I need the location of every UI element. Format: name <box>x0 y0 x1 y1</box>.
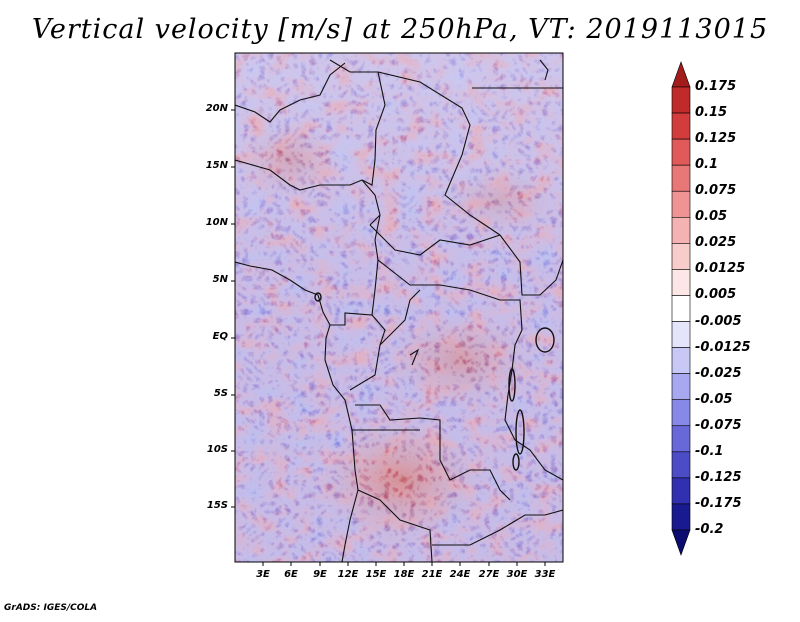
colorbar-label: 0.15 <box>695 105 728 121</box>
colorbar-swatch <box>671 112 691 140</box>
colorbar-swatch <box>671 164 691 192</box>
colorbar-label: -0.025 <box>695 365 742 381</box>
footer-credit: GrADS: IGES/COLA <box>4 603 98 613</box>
colorbar-swatch <box>671 373 691 401</box>
lon-tick-label: 18E <box>393 569 415 580</box>
colorbar-label: 0.1 <box>695 157 719 173</box>
lakes <box>314 292 555 471</box>
lat-tick-label: 15S <box>206 500 228 511</box>
colorbar-label: -0.0125 <box>695 339 751 355</box>
colorbar-swatch <box>671 399 691 427</box>
colorbar-label: -0.005 <box>695 313 742 329</box>
colorbar-label: -0.05 <box>695 391 733 407</box>
lat-tick-label: 20N <box>205 103 228 114</box>
colorbar-label: -0.2 <box>695 522 724 537</box>
chart-title: Vertical velocity [m/s] at 250hPa, VT: 2… <box>31 14 769 45</box>
map-frame <box>234 52 564 563</box>
colorbar-swatch <box>671 477 691 505</box>
colorbar-label: 0.025 <box>695 235 737 251</box>
colorbar-swatch <box>671 425 691 453</box>
colorbar-swatch <box>671 243 691 270</box>
colorbar-label: -0.075 <box>695 417 742 433</box>
colorbar-label: 0.175 <box>695 79 737 94</box>
lat-tick-label: EQ <box>212 331 228 342</box>
lon-tick-label: 30E <box>506 569 528 580</box>
lat-tick-label: 5S <box>213 388 228 399</box>
map-field <box>235 53 563 562</box>
colorbar-swatch <box>671 347 691 374</box>
colorbar-label: 0.005 <box>695 287 737 303</box>
colorbar-swatch <box>671 138 691 166</box>
lat-tick-label: 10N <box>205 217 228 228</box>
colorbar-swatch <box>671 295 691 322</box>
colorbar-label: 0.0125 <box>695 261 746 277</box>
lon-tick-label: 3E <box>256 569 270 580</box>
colorbar <box>671 61 691 556</box>
country-borders <box>235 59 563 562</box>
colorbar-swatch <box>671 321 691 348</box>
lon-tick-label: 33E <box>534 569 556 580</box>
colorbar-swatch <box>671 190 691 218</box>
colorbar-swatch <box>671 503 691 531</box>
colorbar-label: 0.075 <box>695 183 737 199</box>
colorbar-label: 0.05 <box>695 209 728 225</box>
colorbar-label: -0.175 <box>695 495 742 511</box>
lon-tick-label: 21E <box>421 569 443 580</box>
colorbar-label: -0.1 <box>695 443 724 459</box>
lon-tick-label: 12E <box>337 569 359 580</box>
colorbar-label: -0.125 <box>695 469 742 485</box>
lon-tick-label: 15E <box>365 569 387 580</box>
lat-tick-label: 5N <box>212 274 228 285</box>
axis-ticks <box>231 109 546 566</box>
lon-tick-label: 6E <box>284 569 298 580</box>
lat-tick-label: 15N <box>205 160 228 171</box>
lon-tick-label: 27E <box>478 569 500 580</box>
lat-tick-label: 10S <box>206 444 228 455</box>
colorbar-label: 0.125 <box>695 131 737 147</box>
colorbar-min-arrow <box>671 529 691 556</box>
colorbar-swatch <box>671 451 691 479</box>
colorbar-swatch <box>671 269 691 296</box>
lon-tick-label: 24E <box>449 569 471 580</box>
colorbar-swatch <box>671 86 691 114</box>
colorbar-swatch <box>671 216 691 244</box>
colorbar-max-arrow <box>671 61 691 88</box>
lon-tick-label: 9E <box>313 569 327 580</box>
